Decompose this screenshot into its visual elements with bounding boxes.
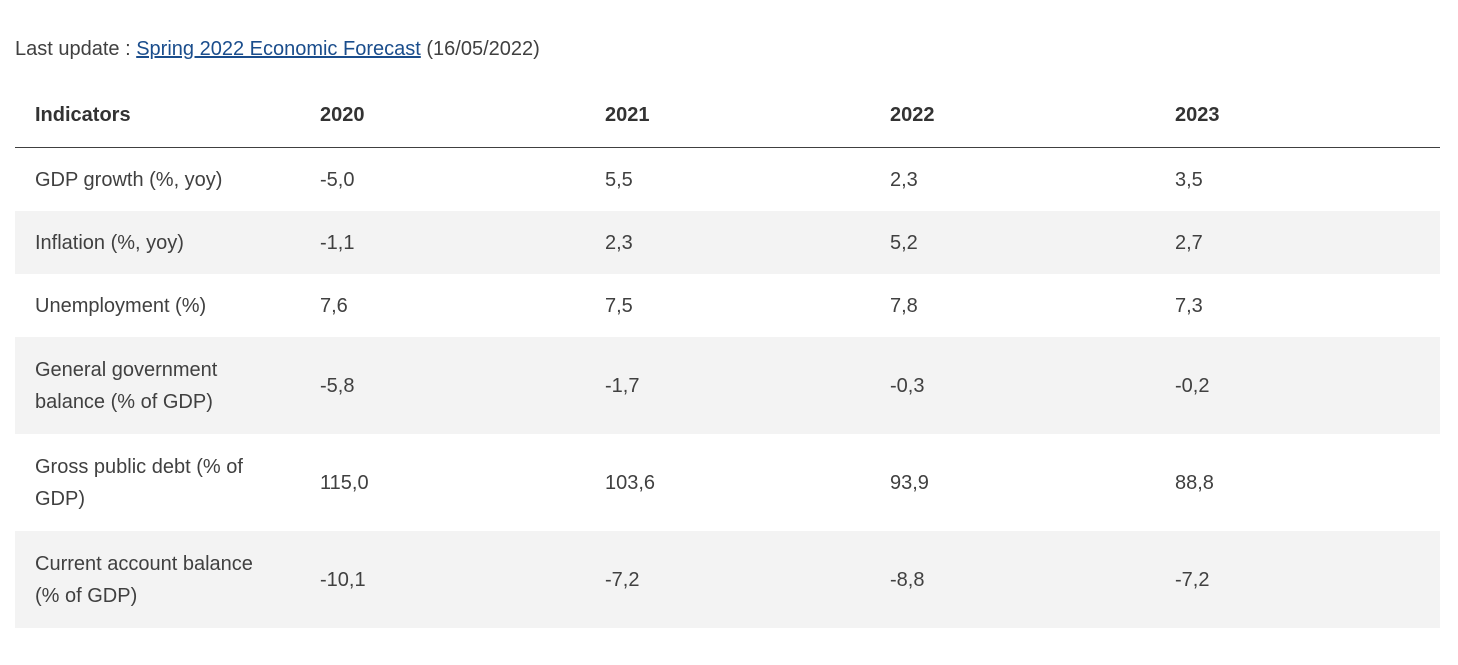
value-cell: 7,5 [605, 294, 633, 317]
value-cell: -8,8 [870, 531, 1155, 628]
indicator-cell: GDP growth (%, yoy) [35, 168, 223, 191]
value-cell: 2,3 [890, 168, 918, 191]
table-row: Unemployment (%) 7,6 7,5 7,8 7,3 [15, 274, 1440, 337]
value-cell: 5,5 [605, 168, 633, 191]
header-year-2021: 2021 [585, 83, 870, 148]
value-cell: 103,6 [605, 471, 656, 494]
indicator-cell: Inflation (%, yoy) [15, 211, 300, 274]
indicator-cell: Current account balance (% of GDP) [15, 531, 300, 628]
value-cell: -1,1 [300, 211, 585, 274]
table-row: General government balance (% of GDP) -5… [15, 337, 1440, 434]
header-year-2022: 2022 [870, 83, 1155, 148]
table-row: Gross public debt (% of GDP) 115,0 103,6… [15, 434, 1440, 531]
value-cell: -1,7 [585, 337, 870, 434]
last-update-date: (16/05/2022) [420, 38, 540, 60]
value-cell: -10,1 [300, 531, 585, 628]
indicator-cell: Gross public debt (% of GDP) [35, 455, 243, 510]
header-year-2023: 2023 [1155, 83, 1440, 148]
value-cell: 93,9 [890, 471, 929, 494]
value-cell: -0,3 [870, 337, 1155, 434]
value-cell: -0,2 [1155, 337, 1440, 434]
value-cell: 3,5 [1175, 168, 1203, 191]
forecast-link[interactable]: Spring 2022 Economic Forecast [136, 38, 421, 60]
value-cell: 7,3 [1175, 294, 1203, 317]
header-indicators: Indicators [15, 83, 300, 148]
value-cell: 88,8 [1175, 471, 1214, 494]
value-cell: 7,6 [320, 294, 348, 317]
indicator-cell: General government balance (% of GDP) [15, 337, 300, 434]
table-row: GDP growth (%, yoy) -5,0 5,5 2,3 3,5 [15, 148, 1440, 212]
last-update-label: Last update : [15, 38, 137, 60]
value-cell: -7,2 [585, 531, 870, 628]
table-row: Inflation (%, yoy) -1,1 2,3 5,2 2,7 [15, 211, 1440, 274]
value-cell: 7,8 [890, 294, 918, 317]
header-year-2020: 2020 [300, 83, 585, 148]
value-cell: 2,7 [1155, 211, 1440, 274]
value-cell: 5,2 [870, 211, 1155, 274]
forecast-table: Indicators 2020 2021 2022 2023 GDP growt… [15, 83, 1440, 628]
value-cell: 115,0 [320, 471, 369, 494]
value-cell: -7,2 [1155, 531, 1440, 628]
indicator-cell: Unemployment (%) [35, 294, 207, 317]
value-cell: -5,8 [300, 337, 585, 434]
value-cell: -5,0 [320, 168, 355, 191]
table-header-row: Indicators 2020 2021 2022 2023 [15, 83, 1440, 148]
table-row: Current account balance (% of GDP) -10,1… [15, 531, 1440, 628]
value-cell: 2,3 [585, 211, 870, 274]
last-update-line: Last update : Spring 2022 Economic Forec… [15, 37, 540, 61]
